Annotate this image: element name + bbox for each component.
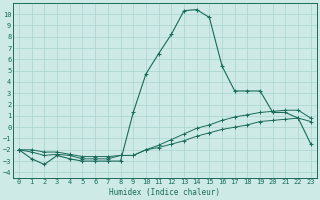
X-axis label: Humidex (Indice chaleur): Humidex (Indice chaleur): [109, 188, 220, 197]
